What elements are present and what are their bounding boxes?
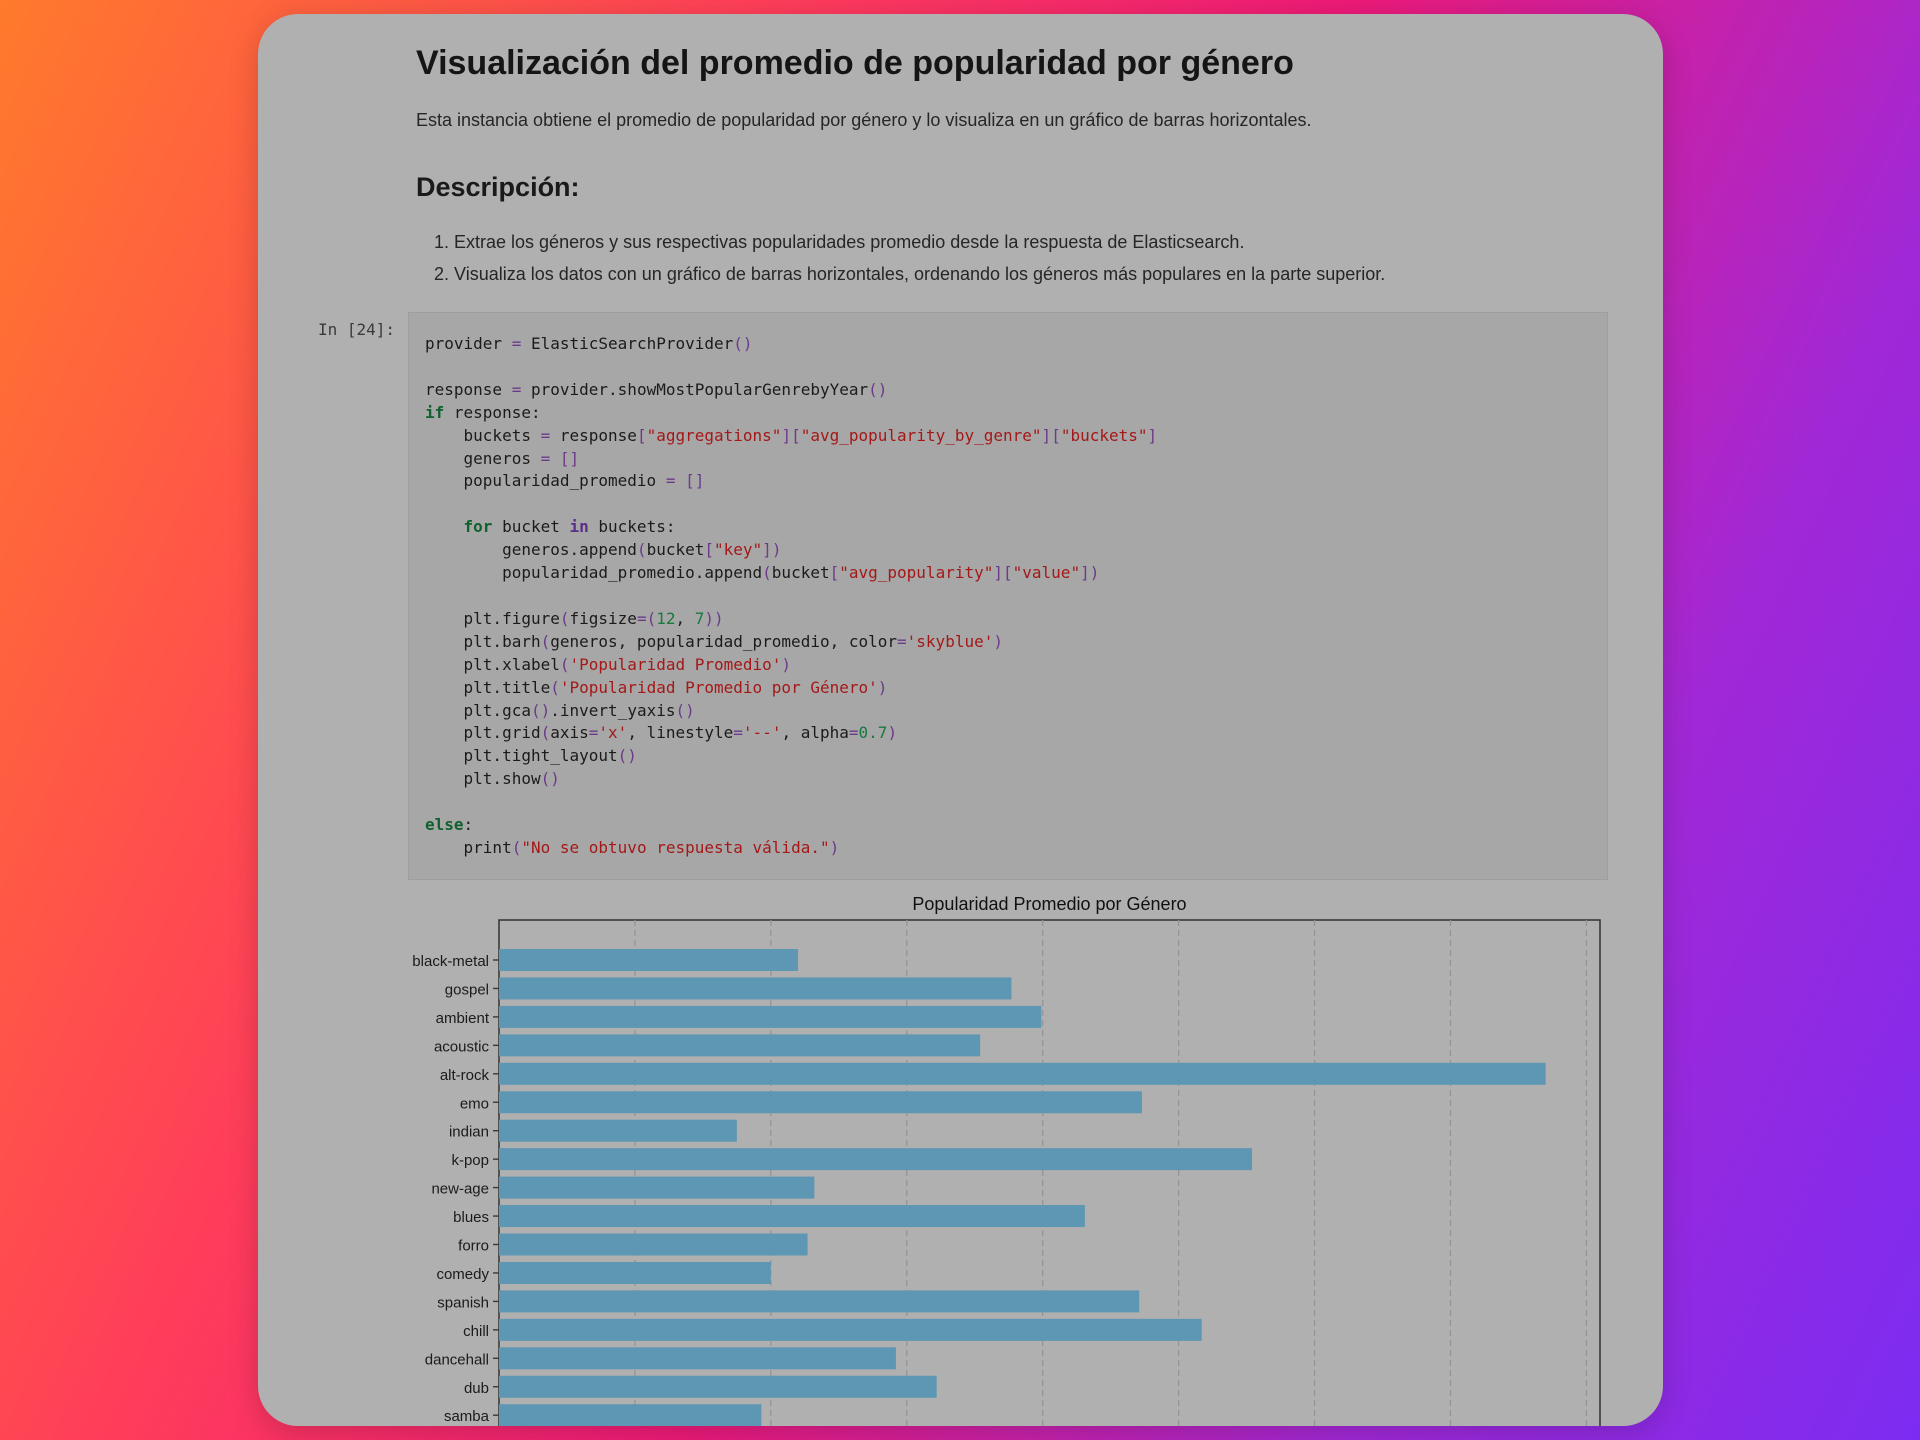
y-tick-label: blues bbox=[453, 1209, 489, 1226]
y-tick-label: forro bbox=[458, 1238, 489, 1255]
y-tick-label: dancehall bbox=[425, 1351, 489, 1368]
y-tick-label: ambient bbox=[436, 1010, 490, 1027]
y-tick-label: alt-rock bbox=[440, 1067, 490, 1084]
bar-dub bbox=[499, 1375, 937, 1398]
y-tick-label: comedy bbox=[436, 1266, 489, 1283]
steps-list: 1. Extrae los géneros y sus respectivas … bbox=[434, 226, 1385, 290]
page-title: Visualización del promedio de popularida… bbox=[416, 44, 1294, 82]
code-line: plt.barh(generos, popularidad_promedio, … bbox=[425, 631, 1003, 651]
code-line: plt.figure(figsize=(12, 7)) bbox=[425, 608, 724, 628]
y-tick-label: indian bbox=[449, 1124, 489, 1141]
bar-ambient bbox=[499, 1005, 1042, 1028]
notebook-window: Visualización del promedio de popularida… bbox=[258, 14, 1663, 1426]
intro-text: Esta instancia obtiene el promedio de po… bbox=[416, 110, 1312, 130]
y-tick-label: acoustic bbox=[434, 1038, 490, 1055]
code-line: buckets = response["aggregations"]["avg_… bbox=[425, 425, 1158, 445]
code-line: plt.grid(axis='x', linestyle='--', alpha… bbox=[425, 723, 898, 743]
y-tick-label: chill bbox=[463, 1323, 489, 1340]
list-item: 1. Extrae los géneros y sus respectivas … bbox=[434, 232, 1245, 252]
bar-dancehall bbox=[499, 1347, 896, 1370]
code-line: plt.tight_layout() bbox=[425, 746, 637, 766]
bar-black-metal bbox=[499, 949, 799, 971]
chart-title: Popularidad Promedio por Género bbox=[912, 894, 1186, 914]
bar-k-pop bbox=[499, 1148, 1253, 1171]
code-line: for bucket in buckets: bbox=[463, 517, 676, 537]
code-editor[interactable]: provider = ElasticSearchProvider() respo… bbox=[425, 333, 1157, 860]
y-tick-label: dub bbox=[464, 1380, 489, 1397]
code-line: plt.title('Popularidad Promedio por Géne… bbox=[425, 677, 888, 697]
code-line: if response: bbox=[425, 402, 541, 422]
code-line: plt.xlabel('Popularidad Promedio') bbox=[425, 654, 792, 674]
y-tick-label: new-age bbox=[431, 1181, 489, 1198]
bar-blues bbox=[499, 1205, 1085, 1228]
y-tick-label: spanish bbox=[437, 1294, 489, 1311]
plot-frame bbox=[498, 919, 1601, 1426]
code-line: print("No se obtuvo respuesta válida.") bbox=[425, 837, 840, 857]
bar-spanish bbox=[499, 1290, 1140, 1313]
code-cell[interactable]: provider = ElasticSearchProvider() respo… bbox=[408, 312, 1608, 880]
code-line: popularidad_promedio = [] bbox=[425, 471, 705, 491]
bar-emo bbox=[499, 1091, 1142, 1114]
code-line: generos.append(bucket["key"]) bbox=[425, 540, 782, 560]
y-tick-label: gospel bbox=[445, 981, 489, 998]
y-tick-label: emo bbox=[460, 1095, 489, 1112]
y-tick-label: k-pop bbox=[451, 1152, 489, 1169]
bar-comedy bbox=[499, 1261, 771, 1284]
bar-new-age bbox=[499, 1176, 815, 1199]
bar-alt-rock bbox=[499, 1062, 1546, 1085]
cell-prompt: In [24]: bbox=[318, 320, 396, 339]
code-line: popularidad_promedio.append(bucket["avg_… bbox=[425, 563, 1100, 583]
bar-forro bbox=[499, 1233, 808, 1256]
y-tick-label: black-metal bbox=[412, 953, 489, 970]
list-item: 2. Visualiza los datos con un gráfico de… bbox=[434, 264, 1386, 284]
bar-chill bbox=[499, 1318, 1202, 1341]
code-line: response = provider.showMostPopularGenre… bbox=[425, 379, 888, 399]
code-line: provider = ElasticSearchProvider() bbox=[425, 334, 753, 353]
bar-samba bbox=[499, 1404, 762, 1426]
bar-indian bbox=[499, 1119, 737, 1142]
y-tick-label: samba bbox=[444, 1408, 490, 1425]
section-heading: Descripción: bbox=[416, 172, 580, 202]
code-line: else: bbox=[425, 815, 474, 835]
bar-gospel bbox=[499, 977, 1012, 1000]
code-line: plt.show() bbox=[425, 769, 560, 789]
code-line: generos = [] bbox=[425, 448, 580, 468]
code-line: plt.gca().invert_yaxis() bbox=[425, 700, 695, 720]
bar-acoustic bbox=[499, 1034, 981, 1057]
